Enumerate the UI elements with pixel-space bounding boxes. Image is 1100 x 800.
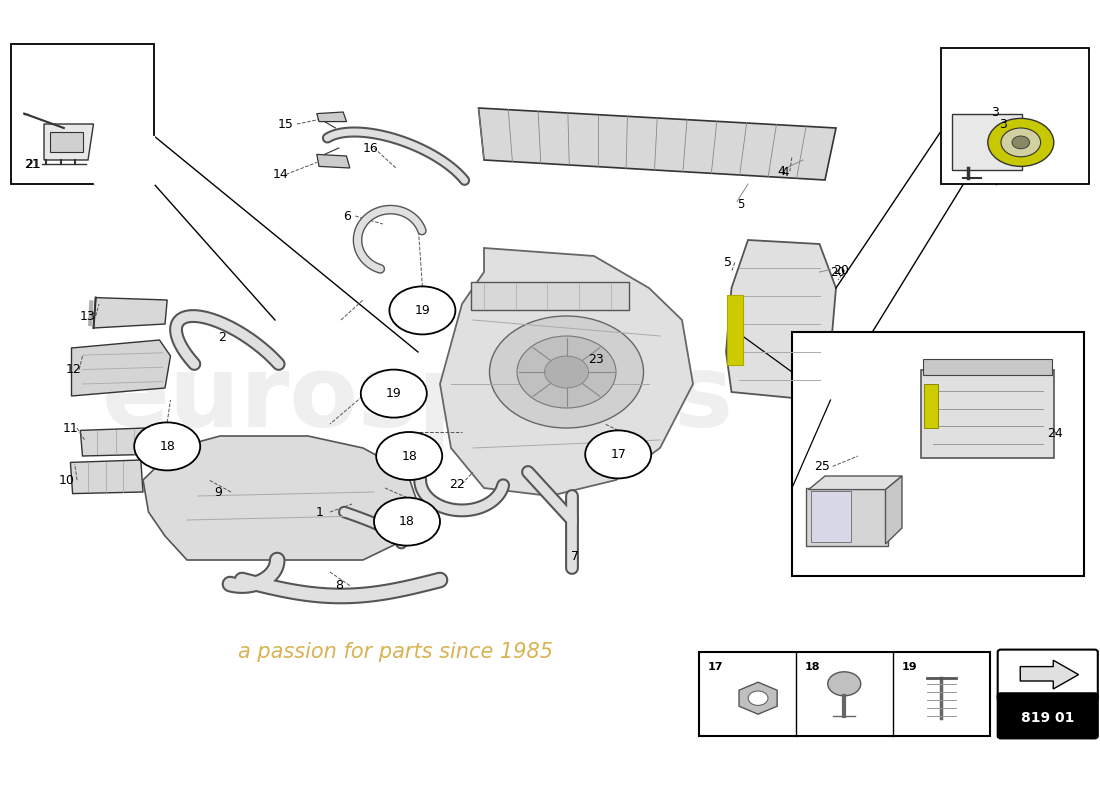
Circle shape bbox=[361, 370, 427, 418]
FancyBboxPatch shape bbox=[998, 650, 1098, 701]
Polygon shape bbox=[143, 436, 418, 560]
Text: 2: 2 bbox=[218, 331, 226, 344]
Polygon shape bbox=[1021, 660, 1078, 689]
Text: 10: 10 bbox=[58, 474, 74, 486]
FancyBboxPatch shape bbox=[940, 48, 1089, 184]
Polygon shape bbox=[478, 108, 836, 180]
Text: 25: 25 bbox=[814, 460, 829, 473]
FancyBboxPatch shape bbox=[11, 44, 154, 184]
Text: 18: 18 bbox=[804, 662, 820, 672]
Text: 3: 3 bbox=[991, 106, 1000, 118]
Text: 4: 4 bbox=[778, 165, 785, 178]
Text: 20: 20 bbox=[833, 264, 848, 277]
Circle shape bbox=[1012, 136, 1030, 149]
FancyBboxPatch shape bbox=[811, 491, 851, 542]
Text: 15: 15 bbox=[277, 118, 293, 130]
Polygon shape bbox=[72, 340, 170, 396]
Text: 23: 23 bbox=[588, 354, 604, 366]
Polygon shape bbox=[94, 298, 167, 328]
Text: 5: 5 bbox=[737, 198, 745, 210]
Polygon shape bbox=[317, 112, 346, 122]
Text: 22: 22 bbox=[449, 478, 464, 490]
Text: 11: 11 bbox=[63, 422, 78, 434]
Text: 19: 19 bbox=[386, 387, 402, 400]
Text: eurospares: eurospares bbox=[102, 351, 734, 449]
FancyBboxPatch shape bbox=[698, 652, 990, 736]
Polygon shape bbox=[317, 154, 350, 168]
Text: 18: 18 bbox=[402, 450, 417, 462]
Polygon shape bbox=[70, 460, 143, 494]
Text: 18: 18 bbox=[160, 440, 175, 453]
Text: a passion for parts since 1985: a passion for parts since 1985 bbox=[239, 642, 553, 662]
FancyBboxPatch shape bbox=[806, 488, 888, 546]
Text: 5: 5 bbox=[724, 256, 732, 269]
Polygon shape bbox=[726, 240, 836, 400]
Circle shape bbox=[376, 432, 442, 480]
Text: 19: 19 bbox=[415, 304, 430, 317]
Text: 6: 6 bbox=[343, 210, 351, 222]
Polygon shape bbox=[94, 136, 154, 184]
Polygon shape bbox=[44, 124, 94, 160]
FancyBboxPatch shape bbox=[921, 370, 1054, 458]
Text: 16: 16 bbox=[363, 142, 378, 154]
Circle shape bbox=[585, 430, 651, 478]
Circle shape bbox=[490, 316, 644, 428]
FancyBboxPatch shape bbox=[923, 359, 1052, 375]
Text: 9: 9 bbox=[214, 486, 222, 498]
Circle shape bbox=[544, 356, 588, 388]
Text: 17: 17 bbox=[610, 448, 626, 461]
Polygon shape bbox=[808, 476, 902, 490]
Text: 1: 1 bbox=[316, 506, 323, 518]
Circle shape bbox=[1001, 128, 1041, 157]
Polygon shape bbox=[440, 248, 693, 496]
Circle shape bbox=[134, 422, 200, 470]
FancyBboxPatch shape bbox=[50, 132, 82, 152]
Text: 19: 19 bbox=[902, 662, 917, 672]
FancyBboxPatch shape bbox=[952, 114, 1022, 170]
Circle shape bbox=[828, 672, 861, 696]
FancyBboxPatch shape bbox=[924, 384, 938, 428]
Text: 24: 24 bbox=[1047, 427, 1063, 440]
Text: 14: 14 bbox=[273, 168, 288, 181]
Polygon shape bbox=[886, 476, 902, 544]
Text: 819 01: 819 01 bbox=[1021, 710, 1075, 725]
FancyBboxPatch shape bbox=[471, 282, 629, 310]
Text: 21: 21 bbox=[25, 158, 41, 170]
Text: 17: 17 bbox=[707, 662, 723, 672]
Text: 4: 4 bbox=[781, 166, 789, 179]
Circle shape bbox=[748, 691, 768, 706]
FancyBboxPatch shape bbox=[998, 694, 1098, 738]
Text: 12: 12 bbox=[66, 363, 81, 376]
Circle shape bbox=[517, 336, 616, 408]
Text: 8: 8 bbox=[336, 579, 343, 592]
Polygon shape bbox=[80, 428, 148, 456]
Text: 18: 18 bbox=[399, 515, 415, 528]
FancyBboxPatch shape bbox=[727, 295, 742, 365]
FancyBboxPatch shape bbox=[792, 332, 1084, 576]
Circle shape bbox=[389, 286, 455, 334]
Text: 21: 21 bbox=[24, 158, 40, 170]
Text: 13: 13 bbox=[79, 310, 95, 322]
Circle shape bbox=[374, 498, 440, 546]
Text: 20: 20 bbox=[830, 266, 846, 278]
Circle shape bbox=[988, 118, 1054, 166]
Text: 7: 7 bbox=[571, 550, 579, 562]
Text: 3: 3 bbox=[999, 118, 1007, 130]
